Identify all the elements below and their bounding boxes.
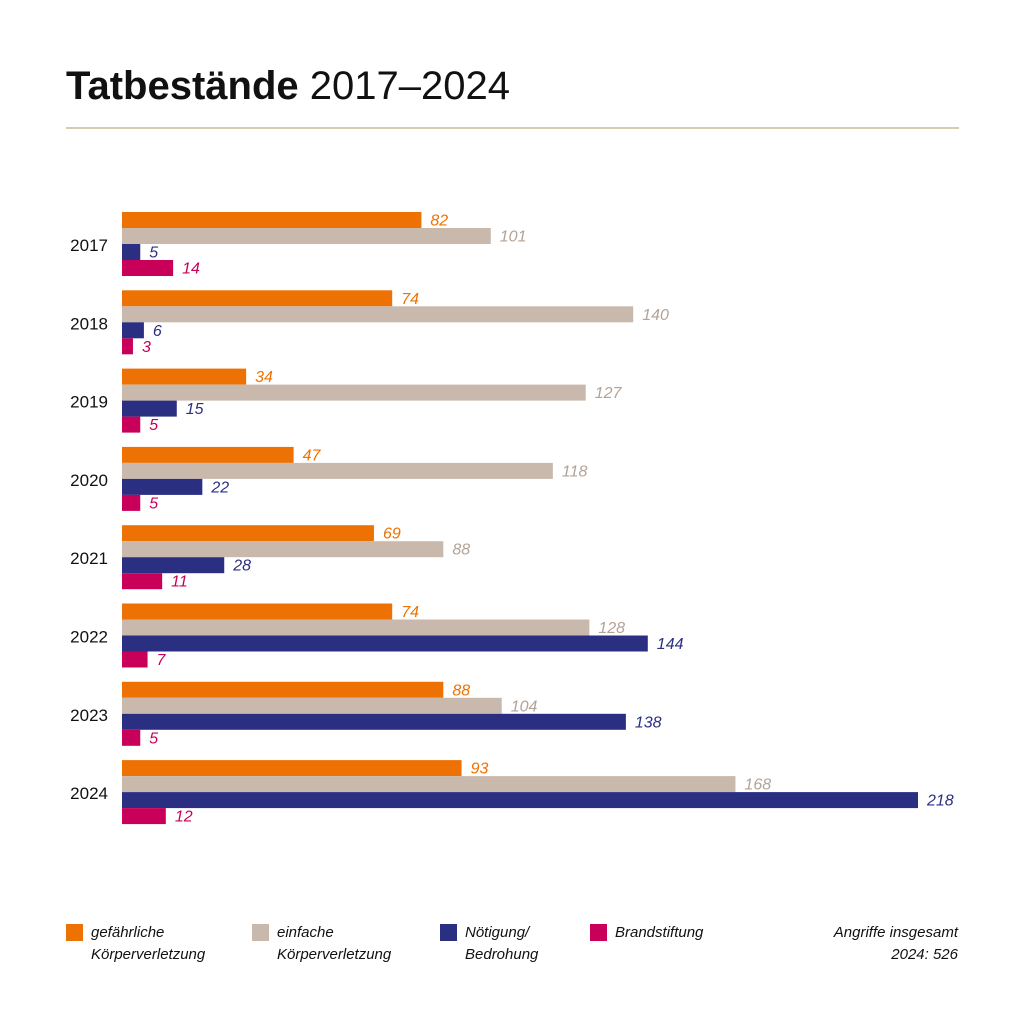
bar-einfache-k-rperverletzung-2017: [122, 228, 491, 244]
data-label-brandstiftung-2018: 3: [142, 339, 151, 356]
bar-einfache-k-rperverletzung-2022: [122, 619, 590, 636]
legend-label: Nötigung/ Bedrohung: [465, 924, 539, 963]
bar-einfache-k-rperverletzung-2024: [122, 776, 736, 793]
data-label-brandstiftung-2024: 12: [175, 809, 193, 826]
category-label-2020: 2020: [70, 471, 108, 490]
bar-gef-hrliche-k-rperverletzung-2020: [122, 446, 294, 463]
bar-gef-hrliche-k-rperverletzung-2024: [122, 760, 462, 777]
bar-einfache-k-rperverletzung-2019: [122, 384, 586, 401]
category-label-2022: 2022: [70, 628, 108, 647]
data-label-n-tigung-bedrohung-2022: 144: [657, 636, 684, 653]
data-label-n-tigung-bedrohung-2023: 138: [635, 714, 662, 731]
bar-brandstiftung-2022: [122, 651, 148, 668]
bar-gef-hrliche-k-rperverletzung-2018: [122, 290, 393, 307]
bar-brandstiftung-2017: [122, 260, 174, 276]
data-label-n-tigung-bedrohung-2020: 22: [210, 479, 229, 496]
bar-brandstiftung-2020: [122, 494, 141, 511]
bar-chart: 2017821015142018741406320193412715520204…: [70, 212, 954, 826]
data-label-brandstiftung-2020: 5: [149, 495, 158, 512]
chart-title: Tatbestände 2017–2024: [66, 58, 510, 114]
data-label-einfache-k-rperverletzung-2020: 118: [562, 463, 588, 480]
legend-label: einfache Körperverletzung: [277, 924, 392, 963]
category-label-2019: 2019: [70, 393, 108, 412]
data-label-einfache-k-rperverletzung-2018: 140: [642, 307, 669, 324]
bar-einfache-k-rperverletzung-2020: [122, 462, 553, 479]
legend-swatch: [440, 924, 457, 941]
data-label-einfache-k-rperverletzung-2021: 88: [452, 542, 470, 559]
legend-swatch: [252, 924, 269, 941]
legend-swatch: [590, 924, 607, 941]
bar-gef-hrliche-k-rperverletzung-2022: [122, 603, 393, 620]
legend-label: Brandstiftung: [615, 924, 704, 941]
bar-brandstiftung-2024: [122, 808, 166, 825]
data-label-einfache-k-rperverletzung-2022: 128: [598, 620, 625, 637]
bar-n-tigung-bedrohung-2023: [122, 713, 626, 730]
data-label-n-tigung-bedrohung-2017: 5: [149, 245, 158, 262]
data-label-einfache-k-rperverletzung-2019: 127: [595, 385, 623, 402]
bar-gef-hrliche-k-rperverletzung-2023: [122, 681, 444, 698]
bar-gef-hrliche-k-rperverletzung-2017: [122, 212, 422, 228]
data-label-gef-hrliche-k-rperverletzung-2021: 69: [383, 526, 401, 543]
bar-gef-hrliche-k-rperverletzung-2019: [122, 368, 247, 385]
bar-n-tigung-bedrohung-2019: [122, 400, 177, 417]
data-label-n-tigung-bedrohung-2019: 15: [186, 401, 204, 418]
data-label-gef-hrliche-k-rperverletzung-2024: 93: [471, 761, 489, 778]
bar-n-tigung-bedrohung-2022: [122, 635, 648, 652]
legend-label: gefährliche Körperverletzung: [91, 924, 206, 963]
data-label-einfache-k-rperverletzung-2023: 104: [511, 698, 538, 715]
data-label-gef-hrliche-k-rperverletzung-2022: 74: [401, 604, 419, 621]
category-label-2017: 2017: [70, 236, 108, 255]
data-label-n-tigung-bedrohung-2021: 28: [232, 558, 251, 575]
bar-n-tigung-bedrohung-2021: [122, 557, 225, 574]
data-label-gef-hrliche-k-rperverletzung-2023: 88: [452, 682, 470, 699]
data-label-brandstiftung-2021: 11: [171, 574, 188, 591]
category-label-2024: 2024: [70, 784, 108, 803]
data-label-gef-hrliche-k-rperverletzung-2018: 74: [401, 291, 419, 308]
bar-brandstiftung-2023: [122, 729, 141, 746]
legend-swatch: [66, 924, 83, 941]
category-label-2023: 2023: [70, 706, 108, 725]
bar-einfache-k-rperverletzung-2023: [122, 697, 502, 714]
bar-einfache-k-rperverletzung-2021: [122, 541, 444, 558]
data-label-einfache-k-rperverletzung-2017: 101: [500, 229, 527, 246]
data-label-gef-hrliche-k-rperverletzung-2020: 47: [303, 447, 322, 464]
data-label-n-tigung-bedrohung-2018: 6: [153, 323, 162, 340]
bar-n-tigung-bedrohung-2024: [122, 792, 918, 809]
bar-n-tigung-bedrohung-2017: [122, 244, 141, 260]
data-label-n-tigung-bedrohung-2024: 218: [926, 793, 954, 810]
data-label-brandstiftung-2019: 5: [149, 417, 158, 434]
bar-einfache-k-rperverletzung-2018: [122, 306, 634, 323]
data-label-gef-hrliche-k-rperverletzung-2017: 82: [430, 213, 448, 230]
chart-title-main: Tatbestände: [66, 64, 299, 108]
chart-title-range: 2017–2024: [309, 64, 510, 108]
data-label-gef-hrliche-k-rperverletzung-2019: 34: [255, 369, 273, 386]
bar-brandstiftung-2019: [122, 416, 141, 433]
data-label-brandstiftung-2017: 14: [182, 261, 200, 278]
data-label-brandstiftung-2022: 7: [157, 652, 167, 669]
category-label-2021: 2021: [70, 549, 108, 568]
total-note: Angriffe insgesamt 2024: 526: [833, 924, 958, 963]
bar-n-tigung-bedrohung-2020: [122, 478, 203, 495]
bar-brandstiftung-2018: [122, 338, 133, 355]
title-divider: [66, 127, 959, 129]
category-label-2018: 2018: [70, 314, 108, 333]
data-label-brandstiftung-2023: 5: [149, 730, 158, 747]
bar-n-tigung-bedrohung-2018: [122, 322, 144, 339]
data-label-einfache-k-rperverletzung-2024: 168: [744, 777, 771, 794]
bar-gef-hrliche-k-rperverletzung-2021: [122, 525, 374, 542]
bar-brandstiftung-2021: [122, 573, 163, 590]
